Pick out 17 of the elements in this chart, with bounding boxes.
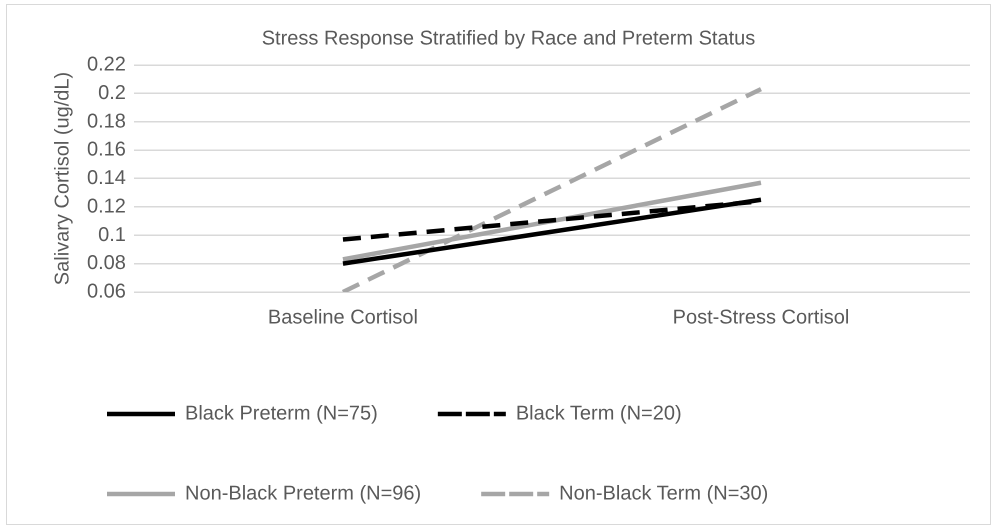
y-tick-label: 0.1 xyxy=(98,224,126,246)
y-tick-label: 0.08 xyxy=(86,252,126,274)
y-tick-label: 0.06 xyxy=(86,280,126,303)
legend-label: Black Term (N=20) xyxy=(516,402,682,425)
y-tick-label: 0.22 xyxy=(86,54,126,76)
legend-label: Black Preterm (N=75) xyxy=(185,402,378,425)
y-tick-label: 0.14 xyxy=(86,167,126,190)
y-tick-label: 0.2 xyxy=(98,82,126,104)
y-tick-label: 0.12 xyxy=(86,195,126,218)
legend-label: Non-Black Preterm (N=96) xyxy=(185,482,422,505)
y-tick-label: 0.16 xyxy=(86,138,126,161)
legend-label: Non-Black Term (N=30) xyxy=(559,482,768,505)
x-tick-label: Post-Stress Cortisol xyxy=(672,306,850,329)
chart-title: Stress Response Stratified by Race and Preterm Status xyxy=(262,28,756,50)
y-tick-label: 0.18 xyxy=(86,110,126,132)
x-tick-label: Baseline Cortisol xyxy=(268,306,418,329)
y-axis-title: Salivary Cortisol (ug/dL) xyxy=(52,72,74,286)
